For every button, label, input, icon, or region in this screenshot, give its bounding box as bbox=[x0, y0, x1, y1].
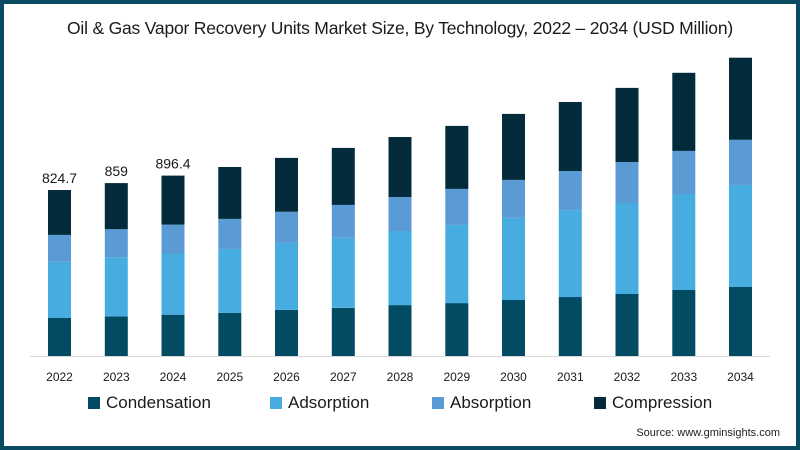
bar-segment-absorption-2031 bbox=[558, 171, 582, 210]
bar-segment-compression-2023 bbox=[104, 183, 128, 230]
bar-segment-adsorption-2023 bbox=[104, 257, 128, 317]
bar-segment-absorption-2026 bbox=[275, 211, 298, 243]
bar-segment-absorption-2027 bbox=[331, 204, 355, 238]
bar-segment-compression-2030 bbox=[502, 113, 525, 180]
legend-item-condensation: Condensation bbox=[88, 393, 211, 413]
legend-swatch-adsorption bbox=[270, 397, 282, 409]
chart-legend: Condensation Adsorption Absorption Compress… bbox=[0, 393, 800, 417]
legend-item-compression: Compression bbox=[594, 393, 712, 413]
legend-label-compression: Compression bbox=[612, 393, 713, 412]
bar-segment-condensation-2034 bbox=[729, 287, 752, 356]
legend-item-adsorption: Adsorption bbox=[270, 393, 369, 413]
bar-segment-absorption-2028 bbox=[388, 197, 412, 231]
bar-segment-adsorption-2034 bbox=[729, 184, 752, 287]
bar-segment-absorption-2032 bbox=[615, 162, 639, 204]
bar-segment-adsorption-2031 bbox=[558, 210, 582, 298]
bar-segment-condensation-2024 bbox=[161, 314, 185, 356]
legend-swatch-compression bbox=[594, 397, 606, 409]
legend-label-adsorption: Adsorption bbox=[288, 393, 370, 412]
bar-segment-absorption-2034 bbox=[729, 139, 752, 185]
legend-swatch-condensation bbox=[88, 397, 100, 409]
bar-segment-absorption-2023 bbox=[104, 229, 128, 258]
bar-segment-compression-2028 bbox=[388, 137, 412, 197]
bar-segment-condensation-2033 bbox=[672, 290, 696, 356]
bar-segment-condensation-2023 bbox=[104, 316, 128, 356]
bar-segment-compression-2024 bbox=[161, 175, 185, 225]
x-tick-label-2027: 2027 bbox=[330, 370, 357, 384]
bar-segment-condensation-2027 bbox=[331, 307, 355, 356]
legend-label-absorption: Absorption bbox=[450, 393, 532, 412]
source-note: Source: www.gminsights.com bbox=[636, 427, 780, 439]
bar-segment-adsorption-2032 bbox=[615, 203, 639, 294]
bar-segment-condensation-2028 bbox=[388, 305, 412, 356]
bar-segment-condensation-2029 bbox=[445, 303, 469, 356]
bar-segment-absorption-2022 bbox=[48, 234, 71, 262]
bar-segment-compression-2029 bbox=[445, 125, 469, 189]
bar-segment-adsorption-2026 bbox=[275, 242, 298, 310]
bar-segment-condensation-2032 bbox=[615, 294, 639, 356]
bar-segment-compression-2025 bbox=[218, 167, 242, 219]
bar-segment-condensation-2026 bbox=[275, 309, 298, 356]
x-tick-label-2026: 2026 bbox=[273, 370, 300, 384]
x-tick-label-2033: 2033 bbox=[670, 370, 697, 384]
x-tick-label-2028: 2028 bbox=[387, 370, 414, 384]
data-label-2022: 824.7 bbox=[42, 170, 77, 186]
legend-label-condensation: Condensation bbox=[106, 393, 211, 412]
bar-segment-compression-2031 bbox=[558, 102, 582, 171]
x-tick-label-2031: 2031 bbox=[557, 370, 584, 384]
bar-segment-adsorption-2028 bbox=[388, 231, 412, 306]
bar-segment-compression-2034 bbox=[729, 57, 752, 140]
x-tick-label-2025: 2025 bbox=[216, 370, 243, 384]
x-tick-label-2024: 2024 bbox=[160, 370, 187, 384]
bar-segment-condensation-2022 bbox=[48, 318, 71, 356]
chart-title: Oil & Gas Vapor Recovery Units Market Si… bbox=[67, 18, 733, 38]
bar-segment-compression-2033 bbox=[672, 72, 696, 151]
bar-segment-absorption-2024 bbox=[161, 224, 185, 254]
bar-segment-condensation-2031 bbox=[558, 297, 582, 356]
bar-segment-absorption-2030 bbox=[502, 179, 525, 218]
bar-segment-condensation-2030 bbox=[502, 300, 525, 356]
legend-item-absorption: Absorption bbox=[432, 393, 531, 413]
bar-segment-absorption-2025 bbox=[218, 218, 242, 249]
data-label-2024: 896.4 bbox=[155, 156, 190, 172]
bar-segment-adsorption-2025 bbox=[218, 248, 242, 313]
x-tick-label-2023: 2023 bbox=[103, 370, 130, 384]
bar-segment-adsorption-2027 bbox=[331, 237, 355, 308]
legend-swatch-absorption bbox=[432, 397, 444, 409]
bar-segment-compression-2032 bbox=[615, 87, 639, 162]
bar-segment-adsorption-2024 bbox=[161, 253, 185, 315]
bar-segment-compression-2027 bbox=[331, 147, 355, 205]
x-tick-label-2030: 2030 bbox=[500, 370, 527, 384]
bar-segment-compression-2022 bbox=[48, 190, 71, 235]
x-tick-label-2034: 2034 bbox=[727, 370, 754, 384]
bar-segment-compression-2026 bbox=[275, 157, 298, 212]
bar-segment-absorption-2033 bbox=[672, 150, 696, 194]
bar-segment-adsorption-2029 bbox=[445, 225, 469, 304]
bar-segment-adsorption-2022 bbox=[48, 262, 71, 318]
x-tick-label-2029: 2029 bbox=[443, 370, 470, 384]
bar-segment-absorption-2029 bbox=[445, 188, 469, 225]
bar-segment-adsorption-2030 bbox=[502, 217, 525, 300]
x-tick-label-2032: 2032 bbox=[614, 370, 641, 384]
x-tick-label-2022: 2022 bbox=[46, 370, 73, 384]
data-label-2023: 859 bbox=[105, 163, 129, 179]
bar-segment-condensation-2025 bbox=[218, 312, 242, 356]
bar-segment-adsorption-2033 bbox=[672, 194, 696, 290]
